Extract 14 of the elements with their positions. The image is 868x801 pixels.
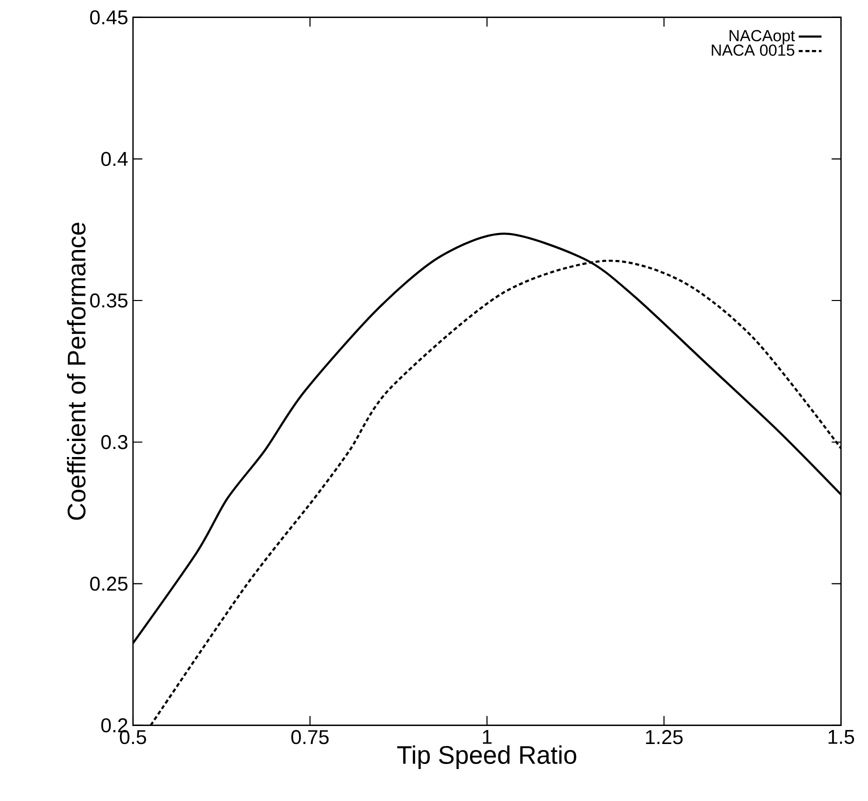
x-axis-title: Tip Speed Ratio (397, 745, 576, 769)
y-tick-label: 0.35 (90, 293, 128, 308)
y-tick-label: 0.25 (90, 576, 128, 591)
x-tick-label: 1.25 (646, 730, 683, 744)
legend-label: NACAopt (730, 30, 795, 44)
legend-label: NACA 0015 (712, 44, 794, 56)
x-tick-label: 0.75 (291, 730, 329, 744)
y-axis-title: Coefficient of Performance (66, 222, 86, 520)
x-tick-label: 1 (482, 730, 492, 744)
y-tick-label: 0.45 (90, 10, 128, 24)
y-tick-label: 0.4 (101, 152, 128, 166)
x-tick-label: 0.5 (120, 730, 146, 744)
y-tick-label: 0.3 (101, 434, 128, 450)
x-tick-label: 1.5 (828, 730, 854, 744)
